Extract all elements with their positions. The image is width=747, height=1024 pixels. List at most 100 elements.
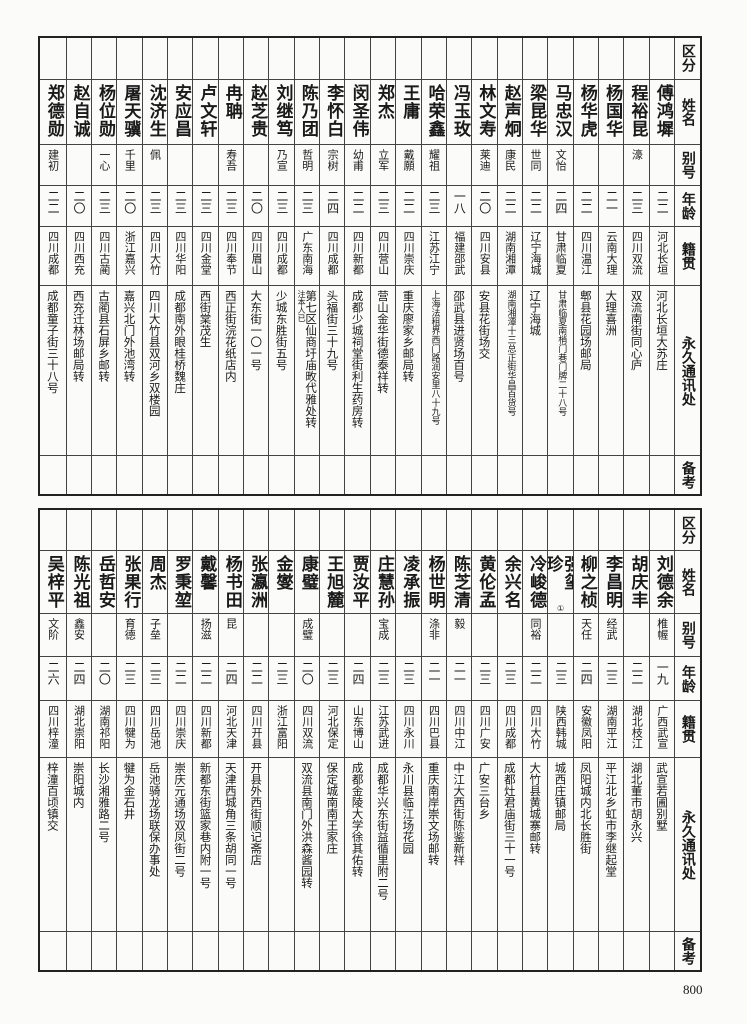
person-name: 王庸	[399, 83, 420, 120]
person-age: 二〇	[97, 660, 112, 685]
name-cell: 杨书田	[218, 549, 244, 613]
name-cell: 罗秉堃	[167, 549, 193, 613]
native-place-cell: 四川华阳	[167, 226, 193, 285]
division-cell	[40, 510, 65, 550]
person-column: 罗秉堃 二二 四川崇庆 崇庆元通场双凤街二号	[166, 510, 193, 970]
alias-cell: 椎幄	[649, 613, 675, 656]
name-cell: 马忠汉	[548, 78, 573, 144]
person-name: 赵声炯	[500, 83, 521, 138]
alias-cell	[548, 613, 573, 656]
alias-cell	[497, 613, 522, 656]
person-native-place: 湖北崇阳	[72, 705, 86, 750]
header-cell-alias: 别号	[675, 144, 700, 185]
person-column: 黄伦孟 二三 四川广安 广安三台乡	[471, 510, 497, 970]
person-address: 大竹县黄城寨邮转	[528, 761, 543, 854]
age-cell: 二四	[218, 655, 244, 701]
person-name: 黄伦孟	[475, 554, 496, 609]
name-cell: 屠天骥	[117, 78, 142, 144]
name-cell: 王庸	[396, 78, 421, 144]
native-place-cell: 湖北崇阳	[66, 700, 91, 757]
person-column: 康璧 成璧 二〇 四川双流 双流县南门外洪森酱园转	[293, 510, 320, 970]
remarks-cell	[193, 455, 218, 494]
person-column: 冷峻德 同裕 二二 四川大竹 大竹县黄城寨邮转	[521, 510, 548, 970]
division-cell	[92, 38, 116, 79]
person-name: 杨华虎	[576, 83, 597, 138]
person-address: 安县花街场交	[477, 289, 492, 359]
age-cell: 二二	[497, 184, 522, 227]
person-age: 二三	[376, 660, 391, 685]
division-cell	[650, 38, 674, 79]
person-address: 成都灶君庙街三十一号	[502, 761, 517, 877]
person-name: 胡庆丰	[627, 554, 648, 609]
remarks-cell	[269, 455, 294, 494]
person-address: 成都华兴东街益循里附二号	[376, 761, 391, 900]
alias-cell: 濠	[624, 144, 649, 185]
person-address: 少城东胜街五号	[274, 289, 289, 371]
name-cell: 黄伦孟	[472, 549, 497, 613]
age-cell: 二四	[548, 184, 573, 227]
person-alias: 幼甫	[351, 149, 365, 172]
name-cell: 赵芝贵	[244, 78, 269, 144]
address-cell: 辽宁海城	[522, 284, 548, 455]
person-native-place: 四川西充	[72, 231, 86, 276]
person-name: 林文寿	[475, 83, 496, 138]
person-age: 二二	[528, 189, 543, 214]
remarks-cell	[91, 455, 117, 494]
header-label: 备考	[679, 461, 696, 490]
age-cell: 二三	[117, 655, 142, 701]
person-alias: 文怡	[554, 149, 568, 172]
person-native-place: 湖南祁阳	[97, 705, 111, 750]
person-age: 二二	[503, 189, 518, 214]
person-name: 贾汝平	[348, 554, 369, 609]
name-cell: 余兴名	[497, 549, 522, 613]
alias-cell	[244, 144, 269, 185]
header-label: 区分	[679, 44, 696, 73]
native-place-cell: 四川开县	[244, 700, 269, 757]
header-cell-note-col: 备考	[675, 455, 700, 494]
division-cell	[244, 38, 268, 79]
person-native-place: 四川犍为	[123, 705, 137, 750]
address-cell: 双流县南门外洪森酱园转	[294, 756, 320, 931]
header-cell-address: 永久通讯处	[675, 284, 700, 456]
address-cell: 城西庄镇邮局	[548, 756, 573, 931]
header-label: 永久通讯处	[679, 335, 696, 406]
person-address: 重庆廖家乡邮局转	[401, 289, 416, 382]
person-alias: 育德	[123, 618, 137, 641]
alias-cell: 立军	[370, 144, 396, 185]
address-cell: 西充迁林场邮局转	[66, 284, 91, 455]
alias-cell	[167, 144, 193, 185]
person-column: 屠天骥 千里 二〇 浙江嘉兴 嘉兴北门外池湾转	[116, 38, 142, 494]
person-address: 西街棠茂生	[198, 289, 213, 348]
address-cell	[269, 756, 294, 931]
person-age: 二二	[655, 189, 670, 214]
address-cell: 大竹县黄城寨邮转	[522, 756, 548, 931]
alias-cell	[472, 613, 497, 656]
person-column: 岳哲安 二〇 湖南祁阳 长沙湘雅路二号	[90, 510, 117, 970]
division-cell	[219, 38, 243, 79]
person-column: 梁昆华 世同 二二 辽宁海城 辽宁海城	[521, 38, 548, 494]
remarks-cell	[320, 931, 345, 970]
person-native-place: 四川梓潼	[46, 705, 60, 750]
person-age: 二三	[376, 189, 391, 214]
person-column: 李昌明 经武 二三 湖南平江 平江北乡虹市李继起堂	[598, 510, 624, 970]
division-cell	[472, 510, 496, 550]
person-address: 大东街一〇一号	[249, 289, 264, 371]
person-age: 二三	[427, 189, 442, 214]
age-cell: 二三	[218, 184, 244, 227]
person-name: 陈芝清	[450, 554, 470, 609]
person-address: 湖北董市胡永兴	[629, 761, 644, 843]
remarks-cell	[117, 455, 142, 494]
name-cell: 庄慧孙	[370, 549, 396, 613]
person-name: 卢文轩	[196, 83, 217, 138]
name-cell: 傅鸿墀	[649, 78, 675, 144]
age-cell: 二三	[142, 184, 167, 227]
name-cell: 李怀白	[320, 78, 345, 144]
native-place-cell: 湖南平江	[599, 700, 624, 757]
age-cell: 二三	[167, 184, 193, 227]
alias-cell: 幼甫	[345, 144, 370, 185]
person-column: 杨华虎 二二 四川温江 郫县花园场邮局	[572, 38, 599, 494]
header-cell-alias: 别号	[675, 613, 700, 656]
division-cell	[396, 38, 420, 79]
person-alias: 立军	[376, 149, 390, 172]
remarks-cell	[193, 931, 218, 970]
